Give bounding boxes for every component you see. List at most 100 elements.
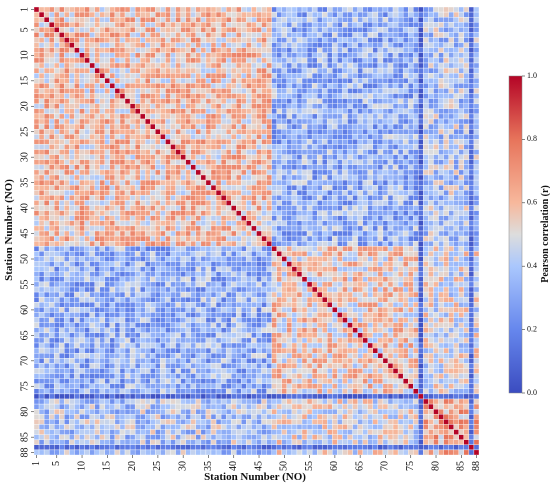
heatmap-cell: [225, 200, 232, 206]
heatmap-cell: [33, 251, 40, 257]
heatmap-cell: [397, 286, 404, 293]
heatmap-cell: [428, 271, 434, 277]
heatmap-cell: [342, 52, 348, 59]
heatmap-cell: [473, 17, 480, 23]
heatmap-cell: [413, 281, 419, 288]
heatmap-cell: [48, 139, 55, 145]
heatmap-cell: [438, 6, 444, 13]
heatmap-cell: [231, 159, 237, 165]
heatmap-cell: [322, 27, 328, 33]
heatmap-cell: [74, 154, 80, 160]
heatmap-cell: [231, 139, 237, 145]
heatmap-cell: [43, 73, 50, 79]
heatmap-cell: [468, 179, 475, 186]
heatmap-cell: [129, 37, 136, 43]
heatmap-cell: [357, 210, 363, 216]
heatmap-cell: [276, 154, 282, 160]
heatmap-cell: [124, 271, 131, 277]
heatmap-cell: [413, 251, 419, 257]
heatmap-cell: [408, 93, 414, 99]
heatmap-cell: [210, 6, 217, 13]
heatmap-cell: [94, 291, 100, 298]
heatmap-cell: [347, 154, 353, 160]
heatmap-cell: [99, 230, 105, 237]
heatmap-cell: [59, 154, 65, 160]
heatmap-cell: [473, 276, 480, 283]
heatmap-cell: [79, 241, 85, 247]
heatmap-cell: [170, 73, 176, 79]
heatmap-cell: [165, 225, 171, 232]
heatmap-cell: [392, 52, 399, 59]
heatmap-cell: [256, 108, 262, 115]
heatmap-cell: [160, 169, 166, 176]
heatmap-cell: [433, 205, 439, 211]
heatmap-cell: [64, 190, 70, 196]
heatmap-cell: [236, 32, 242, 38]
heatmap-cell: [423, 139, 429, 145]
heatmap-cell: [443, 235, 449, 242]
heatmap-cell: [301, 286, 308, 293]
heatmap-cell: [362, 88, 368, 94]
heatmap-cell: [79, 179, 85, 186]
heatmap-cell: [190, 134, 196, 140]
heatmap-cell: [413, 154, 419, 160]
heatmap-cell: [357, 174, 363, 181]
heatmap-cell: [231, 169, 237, 176]
heatmap-cell: [140, 195, 146, 201]
heatmap-cell: [468, 134, 475, 140]
heatmap-cell: [296, 246, 303, 252]
heatmap-cell: [134, 144, 141, 150]
heatmap-cell: [43, 123, 50, 130]
heatmap-cell: [382, 67, 389, 74]
heatmap-cell: [291, 225, 298, 232]
heatmap-cell: [408, 103, 414, 109]
heatmap-cell: [372, 271, 379, 277]
heatmap-cell: [408, 73, 414, 79]
heatmap-cell: [392, 195, 399, 201]
heatmap-cell: [54, 57, 60, 64]
heatmap-cell: [463, 93, 470, 99]
heatmap-cell: [382, 108, 389, 115]
heatmap-cell: [205, 154, 212, 160]
heatmap-cell: [129, 281, 136, 288]
heatmap-cell: [210, 251, 217, 257]
heatmap-cell: [317, 37, 323, 43]
heatmap-cell: [418, 123, 424, 130]
heatmap-cell: [413, 73, 419, 79]
heatmap-cell: [468, 113, 475, 120]
heatmap-cell: [54, 22, 60, 28]
heatmap-cell: [352, 57, 358, 64]
heatmap-cell: [231, 210, 237, 216]
heatmap-cell: [387, 225, 394, 232]
heatmap-cell: [225, 164, 232, 171]
heatmap-cell: [372, 129, 379, 135]
heatmap-cell: [276, 144, 282, 150]
heatmap-cell: [200, 139, 207, 145]
heatmap-cell: [246, 154, 252, 160]
heatmap-cell: [271, 22, 277, 28]
heatmap-cell: [190, 174, 196, 181]
heatmap-cell: [79, 57, 85, 64]
heatmap-cell: [134, 281, 141, 288]
heatmap-cell: [48, 42, 55, 48]
heatmap-cell: [382, 200, 389, 206]
heatmap-cell: [48, 149, 55, 155]
heatmap-cell: [205, 195, 212, 201]
heatmap-cell: [140, 52, 146, 59]
heatmap-cell: [140, 205, 146, 211]
heatmap-cell: [473, 47, 480, 53]
heatmap-cell: [114, 230, 121, 237]
heatmap-cell: [301, 190, 308, 196]
heatmap-cell: [367, 169, 373, 176]
heatmap-cell: [408, 47, 414, 53]
heatmap-cell: [205, 276, 212, 283]
heatmap-cell: [225, 154, 232, 160]
heatmap-cell: [372, 235, 379, 242]
heatmap-cell: [408, 139, 414, 145]
heatmap-cell: [180, 134, 186, 140]
heatmap-cell: [291, 271, 298, 277]
heatmap-cell: [256, 88, 262, 94]
heatmap-cell: [190, 42, 196, 48]
heatmap-cell: [332, 246, 338, 252]
heatmap-cell: [438, 67, 444, 74]
